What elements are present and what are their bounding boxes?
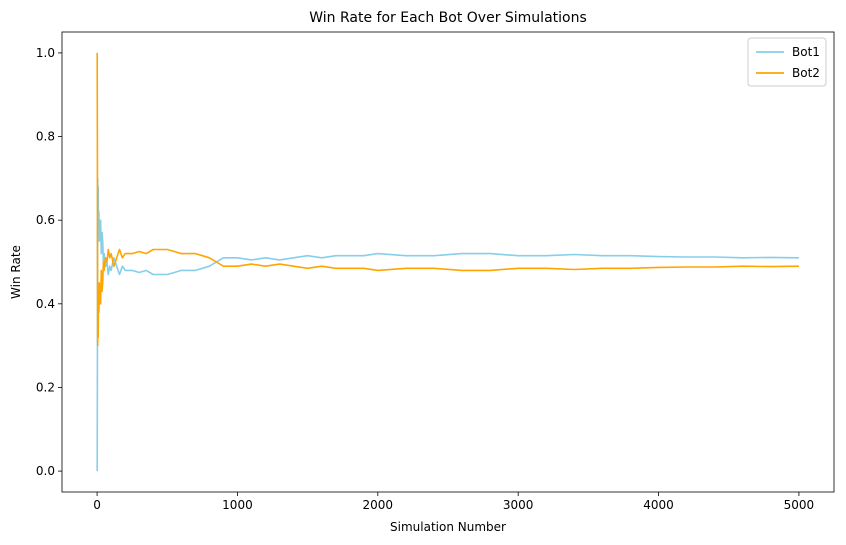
series-line-bot1 bbox=[96, 177, 799, 472]
x-tick-label: 4000 bbox=[643, 498, 674, 512]
x-axis-label: Simulation Number bbox=[390, 520, 506, 534]
y-tick-label: 0.8 bbox=[36, 130, 55, 144]
x-tick-label: 1000 bbox=[222, 498, 253, 512]
x-tick-label: 2000 bbox=[363, 498, 394, 512]
series-line-bot2 bbox=[96, 52, 799, 347]
y-tick-label: 1.0 bbox=[36, 46, 55, 60]
y-tick-label: 0.0 bbox=[36, 464, 55, 478]
x-tick-label: 3000 bbox=[503, 498, 534, 512]
y-axis-label: Win Rate bbox=[9, 245, 23, 299]
chart-title: Win Rate for Each Bot Over Simulations bbox=[309, 10, 587, 26]
plot-frame bbox=[61, 31, 835, 493]
legend-box bbox=[747, 37, 827, 87]
y-tick-label: 0.6 bbox=[36, 213, 55, 227]
y-tick-label: 0.4 bbox=[36, 297, 55, 311]
legend: Bot1 Bot2 bbox=[747, 37, 827, 87]
x-axis-ticks: 0 1000 2000 3000 4000 5000 bbox=[93, 492, 814, 512]
x-tick-label: 5000 bbox=[784, 498, 815, 512]
legend-label-bot2: Bot2 bbox=[792, 66, 820, 80]
series-lines bbox=[96, 52, 799, 472]
x-tick-label: 0 bbox=[93, 498, 101, 512]
legend-label-bot1: Bot1 bbox=[792, 45, 820, 59]
y-tick-label: 0.2 bbox=[36, 380, 55, 394]
y-axis-ticks: 0.0 0.2 0.4 0.6 0.8 1.0 bbox=[36, 46, 62, 478]
